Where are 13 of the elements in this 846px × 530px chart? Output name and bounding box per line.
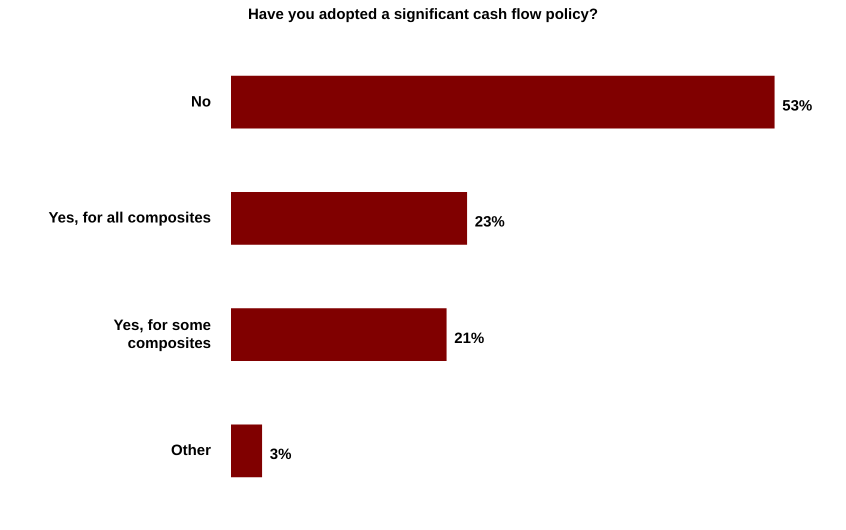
y-tick-label: Other <box>170 442 212 460</box>
y-tick-label: Yes, for some composites <box>113 316 211 352</box>
data-label: 3% <box>270 446 292 464</box>
data-label: 53% <box>782 97 812 114</box>
bar <box>231 424 262 478</box>
data-label: 23% <box>474 214 505 231</box>
bar <box>231 76 775 128</box>
y-tick-label: No <box>191 93 211 110</box>
y-tick-label: Yes, for all composites <box>48 210 211 227</box>
data-label: 21% <box>454 330 484 347</box>
bar <box>231 308 447 361</box>
chart-title: Have you adopted a significant cash flow policy? <box>248 6 598 24</box>
bar <box>231 192 468 245</box>
